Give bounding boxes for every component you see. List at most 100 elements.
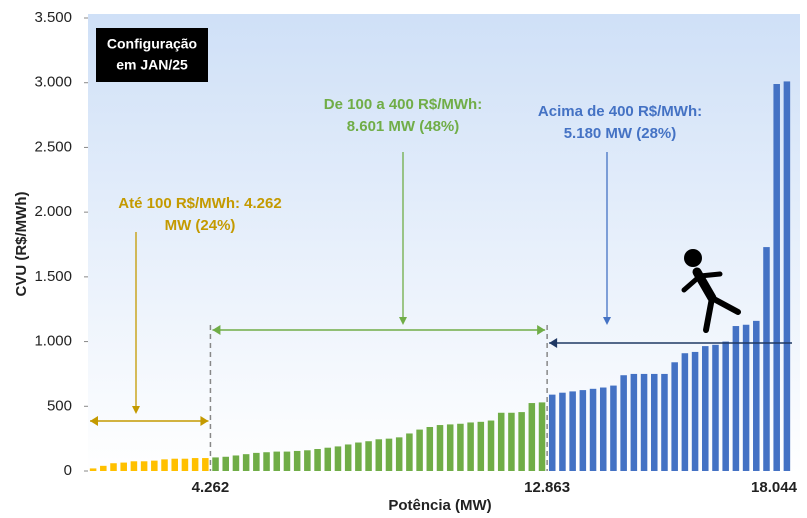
bar [130,461,138,471]
bar [355,442,362,471]
bar [181,458,189,471]
bar [773,84,780,471]
arrow-head [399,317,407,325]
y-tick-label: 3.500 [34,9,72,26]
bar [171,458,178,471]
bar [273,451,281,471]
bar [640,373,648,471]
config-text: em JAN/25 [116,57,188,73]
bar [610,385,617,471]
arrow-head [603,317,611,325]
bar [457,423,464,471]
bar [89,468,97,471]
x-axis-label: Potência (MW) [388,497,491,514]
bar [120,462,127,471]
config-text: Configuração [107,36,197,52]
x-tick-label: 12.863 [524,479,570,496]
bar [712,344,719,471]
arrow-head [212,325,221,335]
bar [263,452,270,471]
bar [375,439,383,471]
bar [477,421,485,471]
arrow-head [537,325,546,335]
bar [242,454,250,471]
bar [508,412,515,471]
bar [140,461,148,471]
bar [334,446,342,471]
bar [151,460,158,471]
bar [681,353,689,471]
arrow-head [549,338,558,348]
bar [487,420,495,471]
bar [161,459,168,471]
bar [253,452,260,471]
bar [385,438,393,471]
x-tick-label: 18.044 [751,479,798,496]
bar [212,457,219,471]
annotation-text: 8.601 MW (48%) [347,118,460,135]
y-tick-label: 1.000 [34,333,72,350]
annotation-text: 5.180 MW (28%) [564,125,677,142]
bar [324,447,332,471]
bar [763,247,770,471]
annotation-text: Acima de 400 R$/MWh: [538,103,702,120]
y-tick-label: 500 [47,397,72,414]
y-axis-label: CVU (R$/MWh) [13,192,30,297]
bar [406,433,413,471]
y-tick-label: 2.500 [34,138,72,155]
bar [671,362,678,471]
bar [589,388,597,471]
bar [579,390,587,471]
bar [569,391,576,471]
bar [630,373,638,471]
bar [722,341,729,471]
annotation-text: De 100 a 400 R$/MWh: [324,96,482,113]
bar [753,320,760,471]
bar [344,444,352,471]
bar [365,441,372,471]
bar [202,458,209,471]
bar [742,324,750,471]
annotation-text: MW (24%) [165,217,236,234]
y-tick-label: 1.500 [34,268,72,285]
bar [650,373,658,471]
bar [518,412,525,471]
arrow-head [132,406,140,414]
bar [426,426,434,471]
bar [293,450,301,471]
bar [599,387,607,471]
bar [783,81,791,472]
bar [283,451,291,471]
bar [314,448,321,471]
config-box [96,28,208,82]
bar [232,455,240,471]
bar [620,375,627,471]
bar [100,465,107,471]
bar [467,422,474,471]
plot-background [88,14,800,474]
bar [436,425,444,471]
bar [661,373,668,471]
bar [528,403,536,471]
bar [446,424,454,471]
y-tick-label: 2.000 [34,203,72,220]
y-tick-label: 0 [64,462,72,479]
y-tick-label: 3.000 [34,74,72,91]
bar [691,351,699,471]
falling-person-icon [681,249,741,333]
annotation-text: Até 100 R$/MWh: 4.262 [118,195,281,212]
x-tick-label: 4.262 [192,479,230,496]
arrow-head [90,416,98,426]
bar [538,402,546,471]
bar [110,463,117,471]
bar [191,458,199,471]
bar [732,326,740,471]
bar [497,412,505,471]
arrow-head [200,416,209,426]
bar [395,437,403,471]
bar [304,450,311,471]
bar [416,429,423,471]
bar [548,394,556,471]
bar [702,346,709,471]
bar [559,392,566,471]
